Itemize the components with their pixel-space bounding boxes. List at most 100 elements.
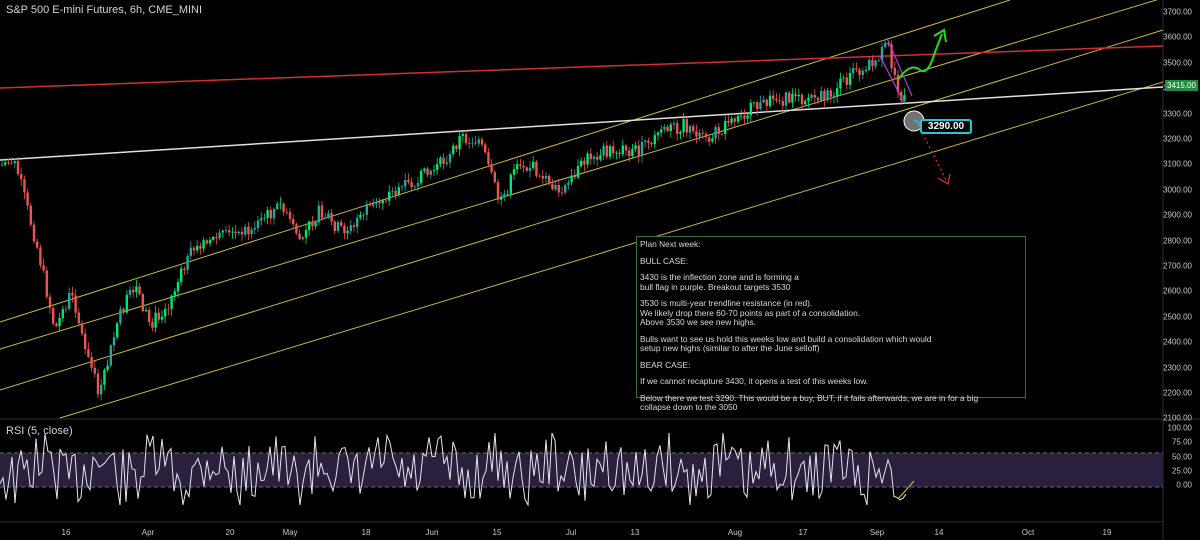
candle-body	[749, 102, 752, 116]
candle-body	[397, 187, 400, 195]
price-tick-label: 3000.00	[1163, 185, 1192, 195]
candle-body	[212, 236, 215, 240]
candle-body	[672, 123, 676, 125]
note-paragraph: If we cannot recapture 3430, it opens a …	[640, 376, 869, 386]
channel-line-2[interactable]	[0, 0, 1163, 350]
candle-body	[685, 119, 688, 133]
candle-body	[592, 156, 596, 160]
candle-body	[58, 317, 61, 327]
chart-title: S&P 500 E-mini Futures, 6h, CME_MINI	[6, 4, 203, 16]
candle-body	[343, 225, 346, 234]
candle-body	[314, 222, 317, 227]
candle-body	[634, 145, 637, 149]
candle-body	[522, 165, 525, 168]
candle-body	[551, 183, 554, 190]
candle-body	[493, 172, 496, 183]
candle-body	[74, 295, 77, 313]
candle-body	[48, 296, 52, 308]
candle-body	[333, 221, 336, 232]
candle-body	[32, 224, 36, 242]
candle-body	[807, 97, 810, 101]
candle-body	[669, 124, 672, 132]
candle-body	[244, 226, 247, 235]
candle-body	[196, 245, 199, 251]
candle-body	[231, 231, 234, 233]
candle-body	[420, 170, 423, 184]
candle-body	[439, 157, 442, 165]
trading-plan-note[interactable]: Plan Next week: BULL CASE: 3430 is the i…	[636, 236, 1026, 412]
candle-body	[800, 94, 804, 105]
time-tick-label: 14	[934, 528, 944, 537]
candle-body	[893, 67, 896, 75]
candle-body	[304, 230, 308, 238]
candle-body	[858, 69, 861, 75]
candle-body	[448, 153, 452, 163]
candle-body	[221, 230, 224, 233]
price-tick-label: 2100.00	[1163, 413, 1192, 423]
rsi-title: RSI (5, close)	[6, 425, 73, 437]
candle-body	[871, 59, 874, 67]
rsi-trend-arrow[interactable]	[897, 480, 915, 500]
channel-line-3[interactable]	[0, 29, 1164, 391]
candlestick-series	[0, 40, 906, 401]
candle-body	[167, 308, 170, 310]
note-paragraph: 3530 is multi-year trendline resistance …	[640, 298, 861, 327]
candle-body	[765, 99, 768, 107]
candle-body	[442, 157, 445, 164]
candle-body	[132, 289, 135, 293]
candle-body	[436, 164, 439, 170]
candle-body	[452, 145, 455, 154]
candle-body	[903, 95, 906, 101]
resistance-trendline[interactable]	[0, 45, 1164, 89]
candle-body	[317, 205, 320, 223]
candle-body	[224, 230, 228, 232]
candle-body	[349, 225, 352, 231]
support-trendline[interactable]	[0, 86, 1164, 161]
candle-body	[234, 231, 237, 234]
candle-body	[352, 225, 356, 227]
candle-body	[68, 292, 71, 309]
candle-body	[784, 92, 788, 106]
candle-body	[125, 294, 128, 313]
candle-body	[416, 183, 420, 187]
candle-body	[688, 126, 692, 133]
candle-body	[503, 193, 506, 197]
candle-body	[391, 190, 394, 192]
bull-flag-pattern[interactable]	[879, 37, 913, 104]
candle-body	[183, 268, 186, 270]
candle-body	[295, 224, 298, 234]
candle-body	[426, 168, 429, 175]
candle-body	[199, 245, 202, 249]
candle-body	[320, 205, 324, 219]
candle-body	[772, 95, 775, 99]
candle-body	[832, 95, 836, 97]
candle-body	[55, 323, 58, 327]
candle-body	[247, 226, 250, 235]
candle-body	[714, 127, 717, 139]
candle-body	[756, 102, 759, 110]
candle-body	[692, 126, 695, 132]
candle-body	[372, 203, 375, 206]
flag-lower-line	[879, 55, 905, 104]
bull-projection-arrow[interactable]	[897, 33, 943, 81]
candle-body	[842, 77, 845, 79]
candle-body	[359, 214, 362, 218]
ascending-channel[interactable]	[0, 0, 1164, 419]
candle-body	[778, 100, 781, 102]
candle-body	[52, 307, 55, 324]
candle-body	[218, 232, 221, 239]
price-tick-label: 2800.00	[1163, 236, 1192, 246]
candle-body	[208, 239, 212, 244]
candle-body	[260, 218, 263, 221]
candle-body	[180, 268, 183, 283]
flag-upper-line	[886, 37, 913, 97]
candle-body	[618, 152, 621, 155]
candle-body	[311, 221, 314, 227]
candle-body	[87, 349, 90, 357]
candle-body	[519, 164, 522, 166]
channel-line-1[interactable]	[0, 0, 1011, 323]
candle-body	[458, 135, 461, 150]
price-target-callout[interactable]: 3290.00	[920, 119, 972, 134]
channel-line-4[interactable]	[59, 81, 1164, 419]
